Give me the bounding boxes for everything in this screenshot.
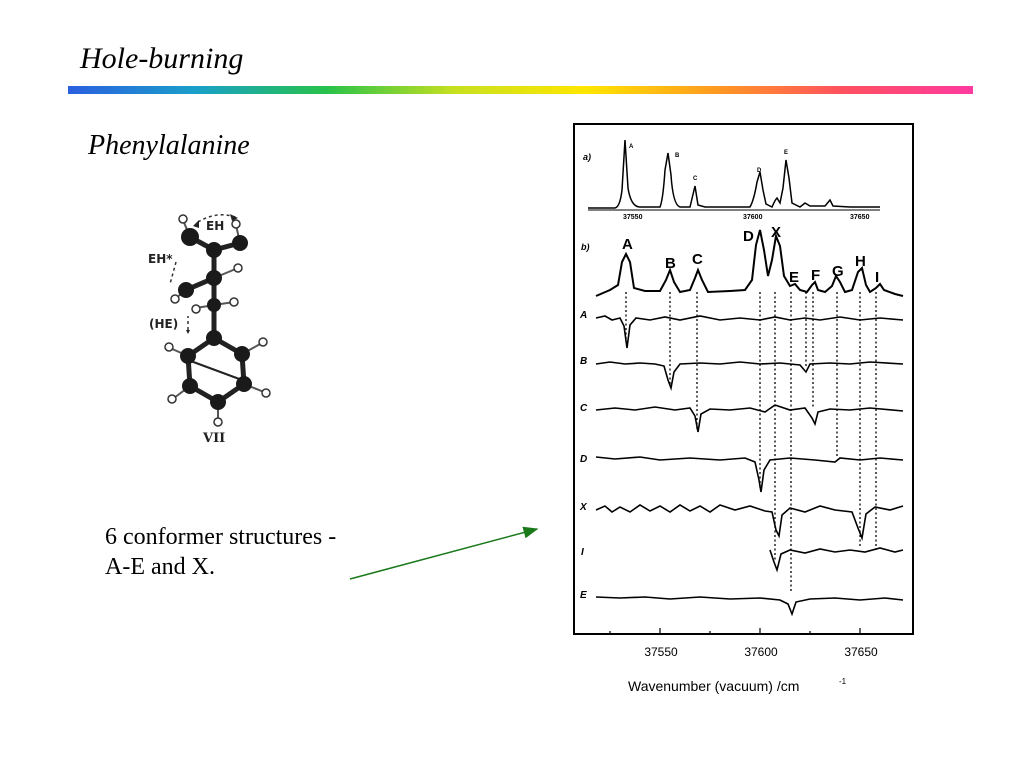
- panel-b-label: b): [581, 242, 590, 252]
- panel-a-peak-c: C: [693, 176, 698, 182]
- slide-title: Hole-burning: [80, 42, 244, 75]
- trace-e: [595, 596, 904, 617]
- hole-burning-traces: [595, 315, 904, 617]
- x-axis-unit-exponent: -1: [839, 677, 847, 686]
- eh-star-label: EH*: [148, 252, 173, 266]
- panel-a-tick-2: 37600: [743, 214, 763, 221]
- conformer-note: 6 conformer structures - A-E and X.: [105, 522, 336, 582]
- panel-a-tick-1: 37550: [623, 214, 643, 221]
- trace-a: [595, 315, 904, 349]
- panel-b-peak-b: B: [665, 255, 676, 272]
- panel-a-peak-a: A: [629, 144, 634, 150]
- trace-x: [595, 504, 904, 541]
- x-axis-ticks: [609, 628, 861, 634]
- x-tick-label-1: 37550: [644, 645, 678, 659]
- panel-a-trace: [588, 139, 880, 209]
- panel-b-peak-f: F: [811, 267, 820, 284]
- panel-b-peak-e: E: [789, 269, 799, 286]
- trace-label-c: C: [580, 403, 588, 414]
- trace-b: [595, 361, 904, 391]
- trace-c: [595, 404, 904, 433]
- panel-a-label: a): [583, 152, 591, 162]
- note-line-2: A-E and X.: [105, 554, 215, 580]
- spectrum-frame: [573, 123, 914, 635]
- panel-b-peak-g: G: [832, 263, 844, 280]
- eh-label: EH: [206, 219, 224, 233]
- x-axis-label: Wavenumber (vacuum) /cm: [628, 678, 799, 694]
- panel-a-peak-b: B: [675, 153, 680, 159]
- trace-label-x: X: [579, 502, 588, 513]
- panel-a-tick-3: 37650: [850, 214, 870, 221]
- slide-subtitle: Phenylalanine: [88, 130, 250, 161]
- he-label: (HE): [149, 317, 178, 331]
- rainbow-divider: [68, 86, 973, 94]
- assignment-lines: [625, 292, 877, 592]
- hole-burning-spectrum: a) A B C D E 37550 37600 37650 b) A B C …: [573, 123, 914, 694]
- panel-a-peak-d: D: [757, 168, 762, 174]
- trace-i: [769, 547, 904, 573]
- structure-number: VII: [202, 431, 225, 446]
- panel-b-peak-d: D: [743, 228, 754, 245]
- pointer-arrow: [349, 526, 539, 580]
- panel-a-peak-e: E: [784, 150, 788, 156]
- panel-b-peak-x: X: [771, 224, 781, 241]
- panel-b-peak-i: I: [875, 269, 879, 286]
- trace-label-e: E: [580, 590, 587, 601]
- x-tick-label-3: 37650: [844, 645, 878, 659]
- panel-b-trace: [595, 229, 904, 297]
- panel-b-peak-a: A: [622, 236, 633, 253]
- panel-b-peak-h: H: [855, 253, 866, 270]
- x-tick-label-2: 37600: [744, 645, 778, 659]
- trace-d: [595, 456, 904, 493]
- trace-label-a: A: [579, 310, 587, 321]
- trace-label-d: D: [580, 454, 587, 465]
- trace-label-b: B: [580, 356, 587, 367]
- trace-label-i: I: [581, 547, 584, 558]
- note-line-1: 6 conformer structures -: [105, 524, 337, 550]
- panel-b-peak-c: C: [692, 251, 703, 268]
- phenylalanine-molecule: EH EH* (HE) VII: [148, 214, 271, 446]
